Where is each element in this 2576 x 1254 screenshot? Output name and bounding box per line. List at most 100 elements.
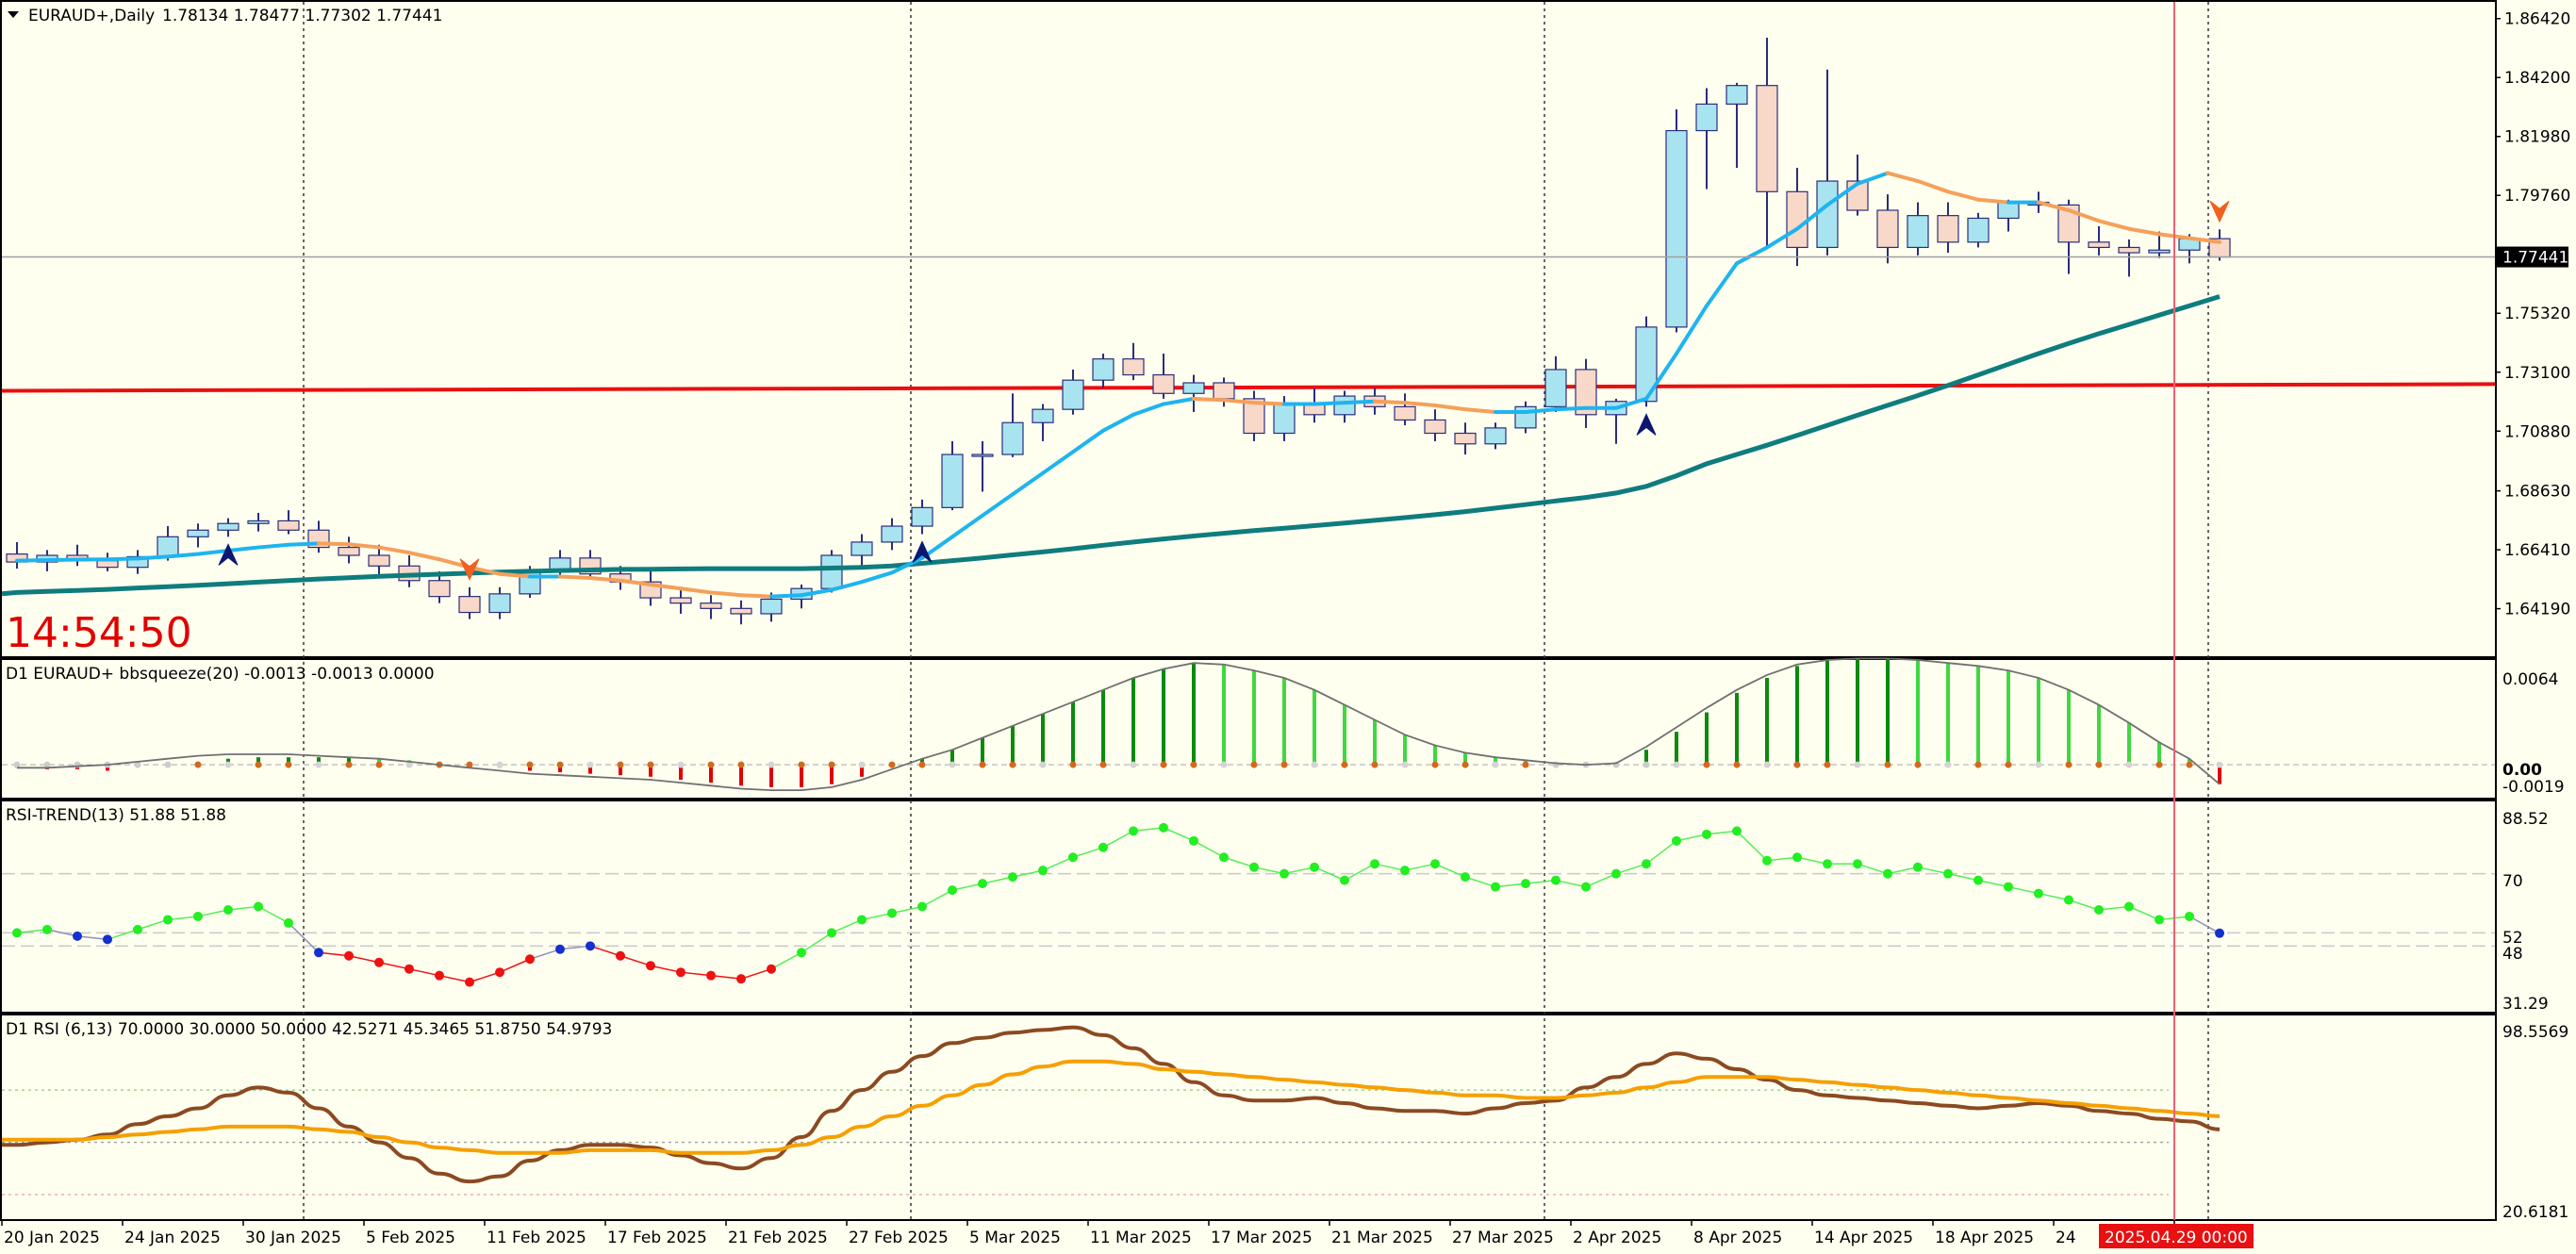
symbol-label: EURAUD+,Daily (28, 7, 155, 25)
bull-candle (1726, 85, 1748, 105)
cursor-time-tag: 2025.04.29 00:00 (2099, 1224, 2254, 1248)
fast-ma-segment (2067, 208, 2101, 223)
rsi-trend-dot (1672, 835, 1681, 846)
squeeze-dot (586, 761, 594, 768)
rsi-trend-segment (1072, 847, 1104, 858)
squeeze-dot (647, 761, 654, 768)
squeeze-dot (1793, 761, 1801, 768)
time-axis[interactable]: 20 Jan 2025 24 Jan 2025 30 Jan 2025 5 Feb 2… (1, 1220, 2248, 1247)
rsi-trend-dot (73, 931, 82, 941)
squeeze-dot (737, 761, 745, 768)
rsi-trend-dot (284, 917, 293, 928)
squeeze-dot (1461, 761, 1469, 768)
sell-arrow-icon (459, 558, 480, 582)
rsi-trend-dot (133, 924, 142, 934)
bull-candle (1273, 403, 1296, 435)
squeeze-dot (2095, 761, 2103, 768)
squeeze-dot (556, 761, 564, 768)
price-axis-label: 1.66410 (2504, 541, 2570, 560)
rsi-trend-segment (1947, 872, 1979, 882)
rsi-trend-segment (1283, 866, 1315, 875)
rsi-trend-segment (1615, 863, 1647, 875)
bear-candle (1122, 358, 1145, 376)
time-axis-label: 24 (2056, 1229, 2076, 1247)
rsi-trend-dot (1732, 826, 1742, 836)
rsi-trend-dot (706, 970, 716, 981)
rsi-trend-axis-label: 52 (2502, 929, 2523, 948)
rsi-trend-dot (2124, 901, 2134, 912)
rsi-trend-segment (1555, 879, 1587, 888)
squeeze-dot (1733, 761, 1741, 768)
rsi-trend-dot (948, 885, 957, 896)
bull-candle (1092, 358, 1115, 381)
fast-ma-segment (256, 542, 290, 550)
rsi-trend-segment (1736, 830, 1768, 862)
bull-candle (1635, 326, 1658, 403)
fast-ma-segment (1343, 399, 1377, 405)
rsi-trend-segment (408, 967, 440, 977)
time-axis-label: 17 Feb 2025 (607, 1229, 707, 1247)
rsi-trend-dot (555, 944, 565, 954)
fast-ma-segment (1131, 402, 1165, 417)
squeeze-dot (677, 761, 685, 768)
squeeze-dot (1914, 761, 1922, 768)
rsi-trend-dot (2094, 904, 2104, 915)
bbsqueeze-histogram (2, 657, 2495, 791)
bull-candle (1062, 379, 1084, 410)
squeeze-dot (617, 761, 624, 768)
rsi-trend-dot (2004, 882, 2013, 892)
rsi-trend-segment (1163, 827, 1195, 842)
rsi-trend-segment (1917, 866, 1949, 875)
fast-ma-segment (558, 574, 592, 580)
bear-candle (2118, 246, 2140, 254)
squeeze-dot (2065, 761, 2072, 768)
d1-rsi-axis-label: 20.6181 (2502, 1203, 2568, 1222)
rsi-trend-dot (1943, 868, 1953, 879)
current-price-badge (2497, 246, 2568, 268)
squeeze-dot (2155, 761, 2163, 768)
squeeze-dot (285, 761, 292, 768)
bbsqueeze-axis: 0.0064 0.00 -0.0019 (2502, 670, 2565, 797)
rsi-trend-dot (193, 911, 203, 921)
chart-menu-triangle-icon[interactable] (8, 11, 19, 18)
buy-arrow-icon (218, 543, 239, 566)
rsi-trend-axis-label: 88.52 (2502, 810, 2549, 829)
time-axis-label: 5 Feb 2025 (366, 1229, 455, 1247)
bear-candle (277, 520, 300, 531)
time-axis-label: 5 Mar 2025 (969, 1229, 1061, 1247)
price-axis[interactable]: 1.86420 1.84200 1.81980 1.79760 1.75320 1.731… (2495, 10, 2570, 619)
squeeze-dot (1311, 761, 1318, 768)
horizontal-level-line[interactable] (1, 382, 2496, 393)
squeeze-dot (1944, 761, 1952, 768)
rsi-trend-dot (1853, 859, 1862, 869)
rsi-trend-segment (1102, 830, 1134, 849)
rsi-trend-dot (1883, 868, 1892, 879)
signal-arrows (218, 200, 2230, 582)
squeeze-dot (918, 761, 926, 768)
time-axis-label: 11 Feb 2025 (487, 1229, 586, 1247)
bear-candle (1394, 405, 1416, 421)
rsi-trend-segment (1857, 863, 1889, 875)
squeeze-dot (707, 761, 715, 768)
rsi-trend-dot (1370, 859, 1379, 869)
bull-candle (941, 454, 964, 508)
squeeze-dot (1401, 761, 1409, 768)
bbsqueeze-axis-label: 0.0064 (2502, 670, 2558, 689)
squeeze-dot (1522, 761, 1529, 768)
fast-ma-segment (407, 551, 441, 562)
rsi-trend-segment (1585, 872, 1617, 888)
fast-ma-segment (1373, 399, 1407, 405)
fast-ma-segment (2188, 236, 2221, 244)
panel-frames (0, 0, 2497, 1221)
squeeze-dot (828, 761, 835, 768)
rsi-trend-dot (1762, 855, 1772, 866)
rsi-trend-dot (1098, 842, 1108, 852)
bull-candle (820, 554, 843, 589)
squeeze-dot (1069, 761, 1077, 768)
bear-candle (730, 607, 752, 615)
squeeze-dot (1492, 761, 1499, 768)
rsi-trend-segment (1494, 883, 1527, 888)
squeeze-dot (405, 761, 413, 768)
price-axis-label: 1.79760 (2504, 187, 2570, 206)
